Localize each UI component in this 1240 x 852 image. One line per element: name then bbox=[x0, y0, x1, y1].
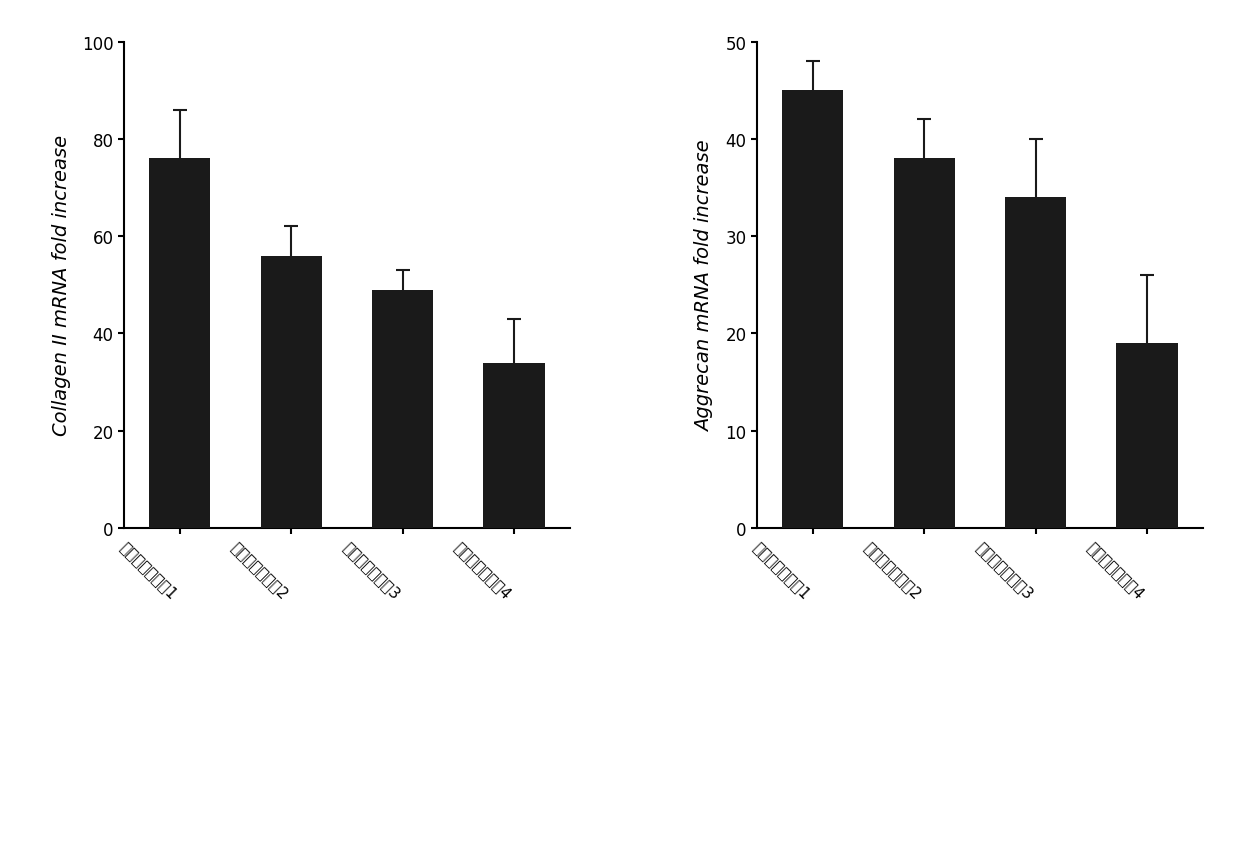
Bar bbox=[372, 291, 433, 528]
Y-axis label: Aggrecan mRNA fold increase: Aggrecan mRNA fold increase bbox=[696, 140, 714, 431]
Bar bbox=[260, 256, 322, 528]
Bar bbox=[1116, 343, 1178, 528]
Bar bbox=[484, 363, 544, 528]
Bar bbox=[1004, 198, 1066, 528]
Bar bbox=[149, 159, 211, 528]
Y-axis label: Collagen II mRNA fold increase: Collagen II mRNA fold increase bbox=[52, 135, 71, 436]
Bar bbox=[782, 91, 843, 528]
Bar bbox=[894, 159, 955, 528]
